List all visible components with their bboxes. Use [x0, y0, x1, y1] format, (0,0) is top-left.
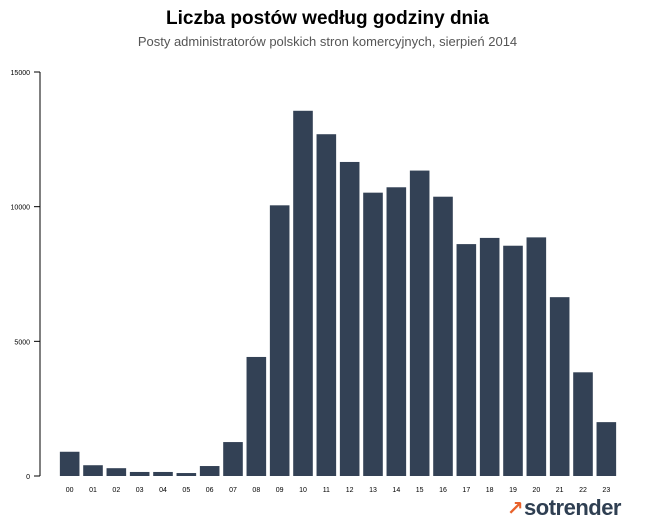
x-tick-label: 18	[486, 487, 494, 494]
x-tick-label: 01	[89, 487, 97, 494]
bar-17	[456, 244, 477, 476]
bar-20	[526, 237, 547, 476]
x-tick-label: 00	[66, 487, 74, 494]
x-tick-label: 08	[252, 487, 260, 494]
x-tick-label: 17	[462, 487, 470, 494]
bar-23	[596, 422, 617, 476]
bar-09	[269, 205, 290, 476]
bar-03	[129, 471, 150, 476]
y-tick-label: 0	[26, 474, 30, 481]
x-tick-label: 20	[532, 487, 540, 494]
bar-02	[106, 468, 127, 476]
sotrender-logo: ↗ sotrender	[506, 495, 622, 521]
x-tick-label: 06	[206, 487, 214, 494]
x-tick-label: 12	[346, 487, 354, 494]
bar-11	[316, 134, 337, 476]
y-tick-label: 5000	[14, 339, 30, 346]
x-tick-label: 11	[323, 487, 330, 494]
bar-21	[549, 297, 570, 476]
chart-subtitle: Posty administratorów polskich stron kom…	[137, 34, 518, 49]
bar-04	[153, 471, 173, 476]
bar-19	[503, 245, 523, 476]
bar-15	[409, 170, 430, 477]
logo-text: sotrender	[524, 495, 621, 520]
bar-12	[339, 161, 360, 476]
x-tick-label: 02	[112, 487, 120, 494]
x-tick-label: 16	[439, 487, 447, 494]
x-tick-label: 14	[392, 487, 400, 494]
bar-08	[246, 356, 267, 476]
x-tick-label: 15	[416, 487, 424, 494]
bar-10	[293, 110, 313, 476]
x-tick-label: 23	[602, 487, 610, 494]
bar-13	[363, 192, 383, 477]
bar-05	[176, 473, 197, 476]
y-tick-label: 10000	[11, 205, 31, 212]
x-tick-label: 09	[276, 487, 284, 494]
bar-01	[83, 465, 103, 476]
bar-07	[223, 442, 243, 476]
x-tick-label: 04	[159, 487, 167, 494]
bar-22	[573, 372, 593, 476]
chart-title: Liczba postów według godziny dnia	[166, 8, 489, 29]
x-tick-label: 03	[136, 487, 144, 494]
bar-16	[433, 196, 453, 476]
bar-14	[386, 187, 407, 477]
bar-00	[59, 451, 80, 476]
x-tick-label: 05	[182, 487, 190, 494]
x-tick-label: 10	[299, 487, 307, 494]
x-tick-label: 22	[579, 487, 587, 494]
x-tick-label: 07	[229, 487, 237, 494]
x-tick-label: 13	[369, 487, 377, 494]
logo-arrow-icon: ↗	[506, 497, 524, 520]
bar-06	[199, 466, 220, 476]
bar-18	[479, 237, 500, 476]
x-tick-label: 19	[509, 487, 517, 494]
y-tick-label: 15000	[11, 70, 31, 77]
x-tick-label: 21	[556, 487, 564, 494]
